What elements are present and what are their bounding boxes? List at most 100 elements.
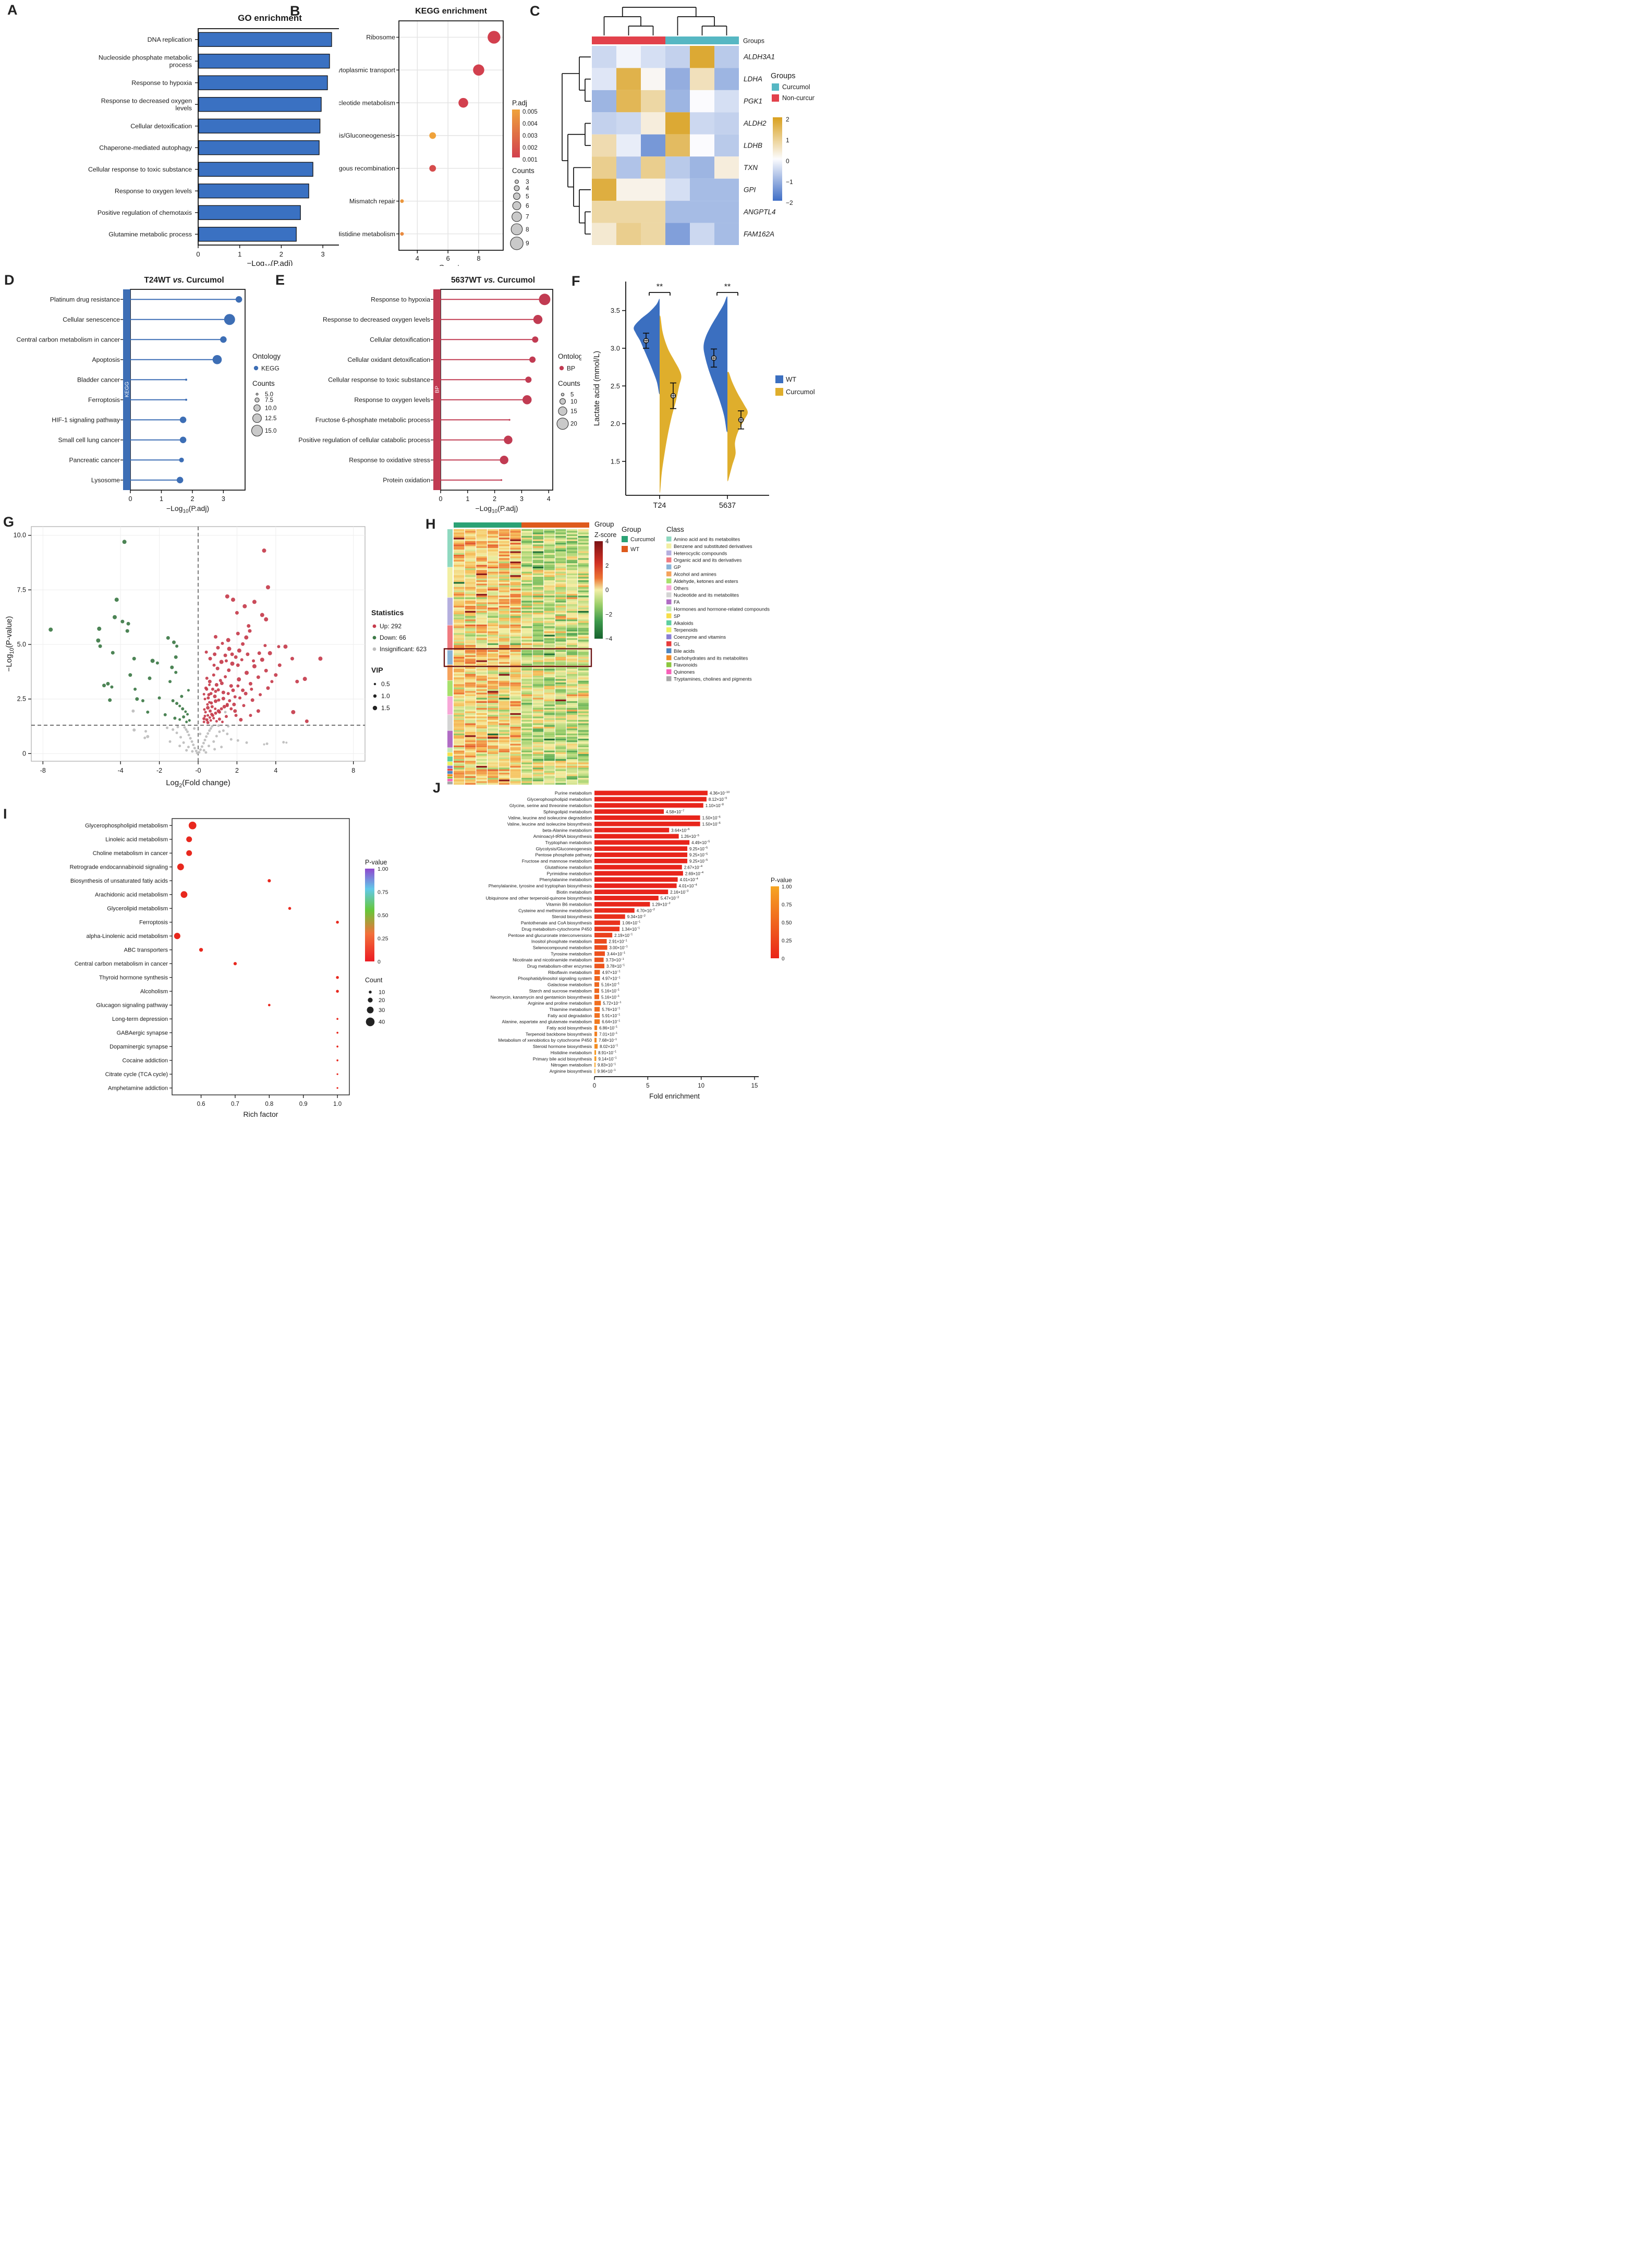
heatmap-cell	[578, 595, 589, 598]
point-up	[229, 707, 233, 711]
heatmap-cell	[488, 699, 499, 701]
legend-size-dot	[561, 393, 565, 396]
heatmap-cell	[532, 643, 544, 645]
heatmap-cell	[555, 710, 566, 712]
heatmap-cell	[465, 619, 476, 621]
heatmap-cell	[521, 555, 532, 557]
category-label: Steroid hormone biosynthesis	[533, 1044, 592, 1049]
category-label: Long-term depression	[112, 1016, 168, 1022]
point-insig	[144, 730, 148, 733]
heatmap-cell	[476, 686, 487, 688]
heatmap-cell	[510, 679, 521, 681]
heatmap-cell	[532, 616, 544, 618]
heatmap-cell	[521, 755, 532, 758]
bar	[594, 994, 600, 999]
point-up	[216, 709, 221, 713]
heatmap-cell	[555, 696, 566, 698]
heatmap-cell	[465, 752, 476, 754]
heatmap-cell	[454, 684, 465, 686]
heatmap-cell	[476, 641, 487, 643]
dot	[336, 990, 339, 993]
category-label: Thiamine metabolism	[549, 1007, 592, 1012]
heatmap-cell	[499, 601, 510, 603]
heatmap-cell	[454, 563, 465, 565]
heatmap-cell	[566, 532, 578, 534]
category-label: Ferroptosis	[139, 920, 168, 926]
heatmap-cell	[578, 755, 589, 758]
point-up	[212, 717, 215, 720]
heatmap-cell	[566, 617, 578, 620]
heatmap-cell	[454, 774, 465, 776]
heatmap-cell	[499, 551, 510, 553]
bar	[594, 988, 600, 993]
heatmap-cell	[454, 619, 465, 621]
heatmap-cell	[465, 647, 476, 649]
colorbar-tick-label: 0.25	[782, 938, 792, 944]
heatmap-cell	[465, 550, 476, 552]
heatmap-cell	[532, 711, 544, 713]
heatmap-cell	[578, 602, 589, 604]
heatmap-cell	[510, 601, 521, 603]
heatmap-cell	[499, 699, 510, 701]
heatmap-cell	[510, 594, 521, 596]
heatmap-cell	[566, 538, 578, 540]
group-annotation-cell	[665, 36, 690, 44]
heatmap-cell	[532, 571, 544, 574]
heatmap-cell	[488, 723, 499, 725]
heatmap-cell	[555, 550, 566, 552]
heatmap-cell	[454, 650, 465, 652]
heatmap-cell	[555, 731, 566, 734]
heatmap-cell	[476, 745, 487, 748]
heatmap-cell	[476, 650, 487, 652]
heatmap-cell	[578, 682, 589, 685]
dot	[288, 907, 291, 910]
point-up	[241, 688, 245, 692]
legend-label: 5.0	[265, 392, 273, 398]
heatmap-cell	[544, 740, 555, 742]
bar	[594, 1025, 598, 1030]
heatmap-cell	[465, 769, 476, 771]
heatmap-cell	[499, 728, 510, 730]
heatmap-cell	[510, 550, 521, 552]
heatmap-cell	[578, 662, 589, 664]
heatmap-cell	[592, 201, 616, 223]
category-label: Bladder cancer	[77, 376, 120, 383]
heatmap-cell	[476, 614, 487, 616]
heatmap-cell	[714, 46, 739, 68]
heatmap-cell	[454, 568, 465, 570]
pvalue-label: 5.47×10−3	[661, 896, 679, 900]
heatmap-cell	[488, 675, 499, 678]
heatmap-cell	[510, 536, 521, 538]
heatmap-cell	[532, 607, 544, 609]
heatmap-cell	[532, 691, 544, 693]
axis-tick-label: 0	[593, 1083, 596, 1089]
bar	[594, 852, 688, 857]
heatmap-cell	[532, 594, 544, 596]
heatmap-cell	[499, 743, 510, 746]
heatmap-cell	[544, 773, 555, 775]
heatmap-cell	[499, 750, 510, 752]
class-strip-segment	[447, 781, 453, 785]
heatmap-cell	[521, 553, 532, 555]
heatmap-cell	[510, 539, 521, 541]
heatmap-cell	[714, 223, 739, 245]
heatmap-cell	[690, 156, 714, 179]
heatmap-cell	[521, 689, 532, 691]
heatmap-cell	[555, 715, 566, 717]
heatmap-cell	[555, 631, 566, 633]
heatmap-cell	[532, 710, 544, 712]
fold-enrichment-bar-chart: Purine metabolism 4.36×10−10Glycerophosph…	[485, 790, 792, 1100]
point-up	[208, 656, 212, 661]
legend-size-dot	[514, 179, 519, 184]
bar	[594, 809, 664, 814]
heatmap-cell	[521, 781, 532, 783]
colorbar-tick-label: 0	[378, 959, 381, 965]
legend-label: Others	[674, 585, 688, 591]
heatmap-cell	[566, 594, 578, 596]
point-down	[111, 651, 115, 655]
heatmap-cell	[510, 633, 521, 635]
heatmap-cell	[488, 566, 499, 569]
point-insig	[146, 735, 150, 738]
heatmap-cell	[499, 629, 510, 631]
point-down	[106, 681, 110, 686]
